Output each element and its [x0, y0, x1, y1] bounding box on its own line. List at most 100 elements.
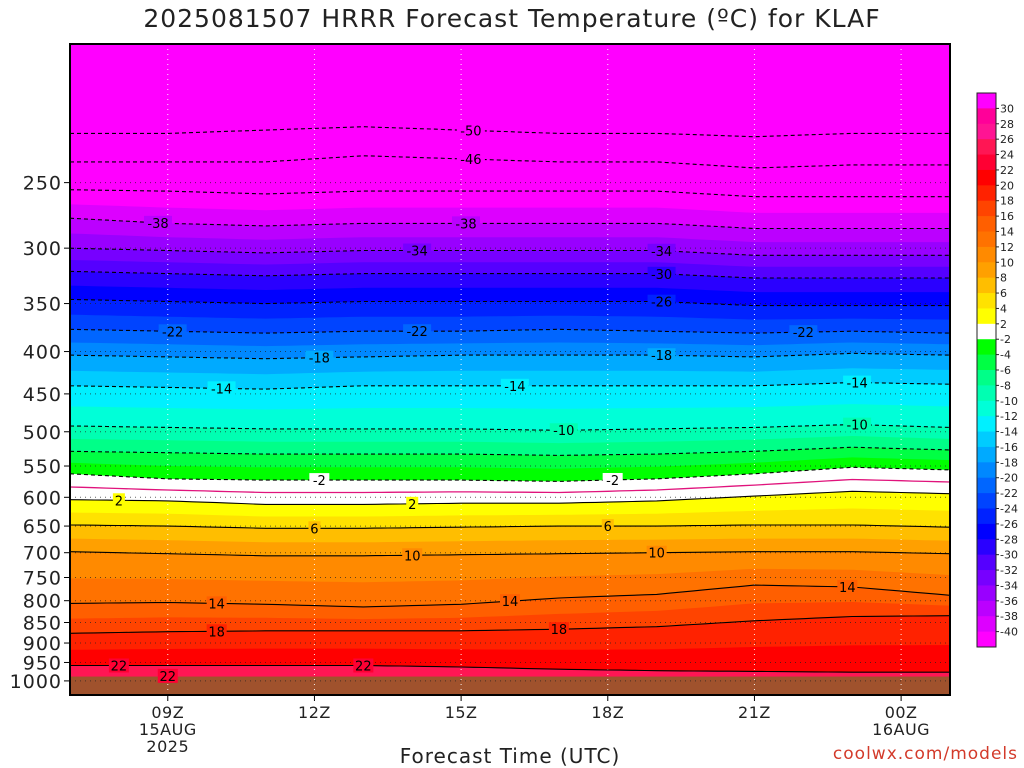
contour-label-bg: [158, 324, 187, 339]
contour-label: 22: [160, 670, 177, 685]
contour-label-bg: [837, 579, 858, 594]
contour-label: 6: [310, 522, 318, 537]
y-tick-label: 500: [23, 422, 62, 444]
y-tick-label: 650: [23, 516, 62, 538]
contour-label: 22: [111, 659, 128, 674]
contour-label-bg: [403, 243, 432, 258]
contour-label: 6: [604, 520, 612, 535]
contour-label-bg: [207, 381, 236, 396]
contour-label-bg: [647, 294, 676, 309]
contour-label-bg: [843, 417, 872, 432]
y-tick-label: 750: [23, 567, 62, 589]
y-tick-label: 1000: [10, 671, 62, 693]
contour-label: -30: [651, 268, 672, 283]
y-tick-label: 600: [23, 487, 62, 509]
contour-label: -10: [553, 424, 574, 439]
x-tick-label: 2025: [146, 737, 189, 756]
contour-label: -18: [309, 352, 330, 367]
contour-label: 10: [404, 549, 421, 564]
ground: [70, 676, 950, 695]
y-tick-label: 850: [23, 612, 62, 634]
isotherm-2: [70, 490, 950, 505]
contour-label: -38: [147, 217, 168, 232]
y-tick-label: 450: [23, 384, 62, 406]
plot-frame: [69, 43, 951, 696]
y-tick-label: 250: [23, 173, 62, 195]
contour-label-bg: [144, 215, 172, 230]
contour-label: -18: [651, 349, 672, 364]
contour-label-bg: [308, 521, 321, 536]
x-tick-label: 18Z: [591, 703, 624, 722]
contour-label: 10: [648, 547, 665, 562]
y-tick-label: 950: [23, 652, 62, 674]
band--50: [70, 44, 950, 137]
contour-label-bg: [157, 668, 178, 683]
contour-label: -34: [651, 245, 672, 260]
contour-label: -34: [406, 245, 427, 260]
x-tick-label: 12Z: [298, 703, 331, 722]
contour-label-bg: [647, 243, 676, 258]
contour-label-bg: [500, 594, 520, 609]
x-axis-label: Forecast Time (UTC): [399, 744, 621, 768]
contour-label-bg: [647, 348, 676, 363]
contour-label-bg: [353, 658, 374, 673]
contour-label-bg: [305, 350, 334, 365]
contour-label: -2: [313, 474, 326, 489]
isotherm-10: [70, 551, 950, 557]
contour-label-bg: [601, 519, 614, 534]
contour-label: -22: [162, 325, 183, 340]
contour-label: 18: [551, 623, 568, 638]
x-tick-label: 09Z: [151, 703, 184, 722]
contour-label-bg: [549, 423, 578, 438]
contour-label: -14: [504, 380, 525, 395]
contour-label: -26: [651, 296, 672, 311]
contour-label-bg: [548, 622, 569, 637]
contour-label-bg: [206, 596, 227, 611]
contour-label: -22: [793, 326, 814, 341]
y-tick-label: 350: [23, 294, 62, 316]
contour-label-bg: [789, 325, 818, 340]
contour-label-bg: [406, 496, 419, 511]
contour-label: -46: [460, 153, 481, 168]
contour-label-bg: [500, 378, 529, 393]
contour-label-bg: [843, 375, 872, 390]
contour-label-bg: [108, 658, 129, 673]
y-tick-label: 550: [23, 456, 62, 478]
contour-label-bg: [112, 493, 125, 508]
isotherm-6: [70, 524, 950, 529]
contour-label: -50: [460, 124, 481, 139]
x-tick-label: 21Z: [738, 703, 771, 722]
contour-label: -14: [846, 377, 867, 392]
y-tick-label: 700: [23, 543, 62, 565]
contour-labels: -50-46-38 -38-34 -34-30-26-22 -22 -22-18 -18-…: [108, 123, 872, 685]
plot-area: -50-46-38 -38-34 -34-30-26-22 -22 -22-18 -18-…: [70, 44, 950, 695]
contour-label: -38: [455, 217, 476, 232]
isotherm-22: [70, 664, 950, 673]
x-tick-label: 00Z: [885, 703, 918, 722]
contour-label: 18: [208, 625, 225, 640]
contour-label-bg: [456, 152, 485, 167]
contour-label: -14: [211, 382, 232, 397]
credit-link[interactable]: coolwx.com/models: [832, 744, 1018, 764]
contour-label: 22: [355, 659, 372, 674]
contour-label: -2: [606, 474, 619, 489]
contour-label: -22: [406, 325, 427, 340]
contour-label-bg: [647, 266, 676, 281]
contour-label: 14: [208, 597, 225, 612]
contour-label-bg: [402, 548, 423, 563]
contour-label-bg: [602, 472, 623, 487]
y-tick-label: 400: [23, 342, 62, 364]
contour-label: 2: [115, 494, 123, 509]
contour-label-bg: [646, 545, 667, 560]
contour-label-bg: [403, 324, 432, 339]
contour-label-bg: [452, 216, 480, 231]
contour-label-bg: [206, 624, 227, 639]
y-tick-label: 900: [23, 633, 62, 655]
contour-label: -10: [846, 419, 867, 434]
y-tick-label: 300: [23, 238, 62, 260]
y-axis: 2503003504004505005506006507007508008509…: [10, 173, 70, 693]
x-tick-label: 15Z: [445, 703, 478, 722]
contour-label-bg: [456, 123, 485, 138]
contour-label-bg: [309, 473, 330, 488]
